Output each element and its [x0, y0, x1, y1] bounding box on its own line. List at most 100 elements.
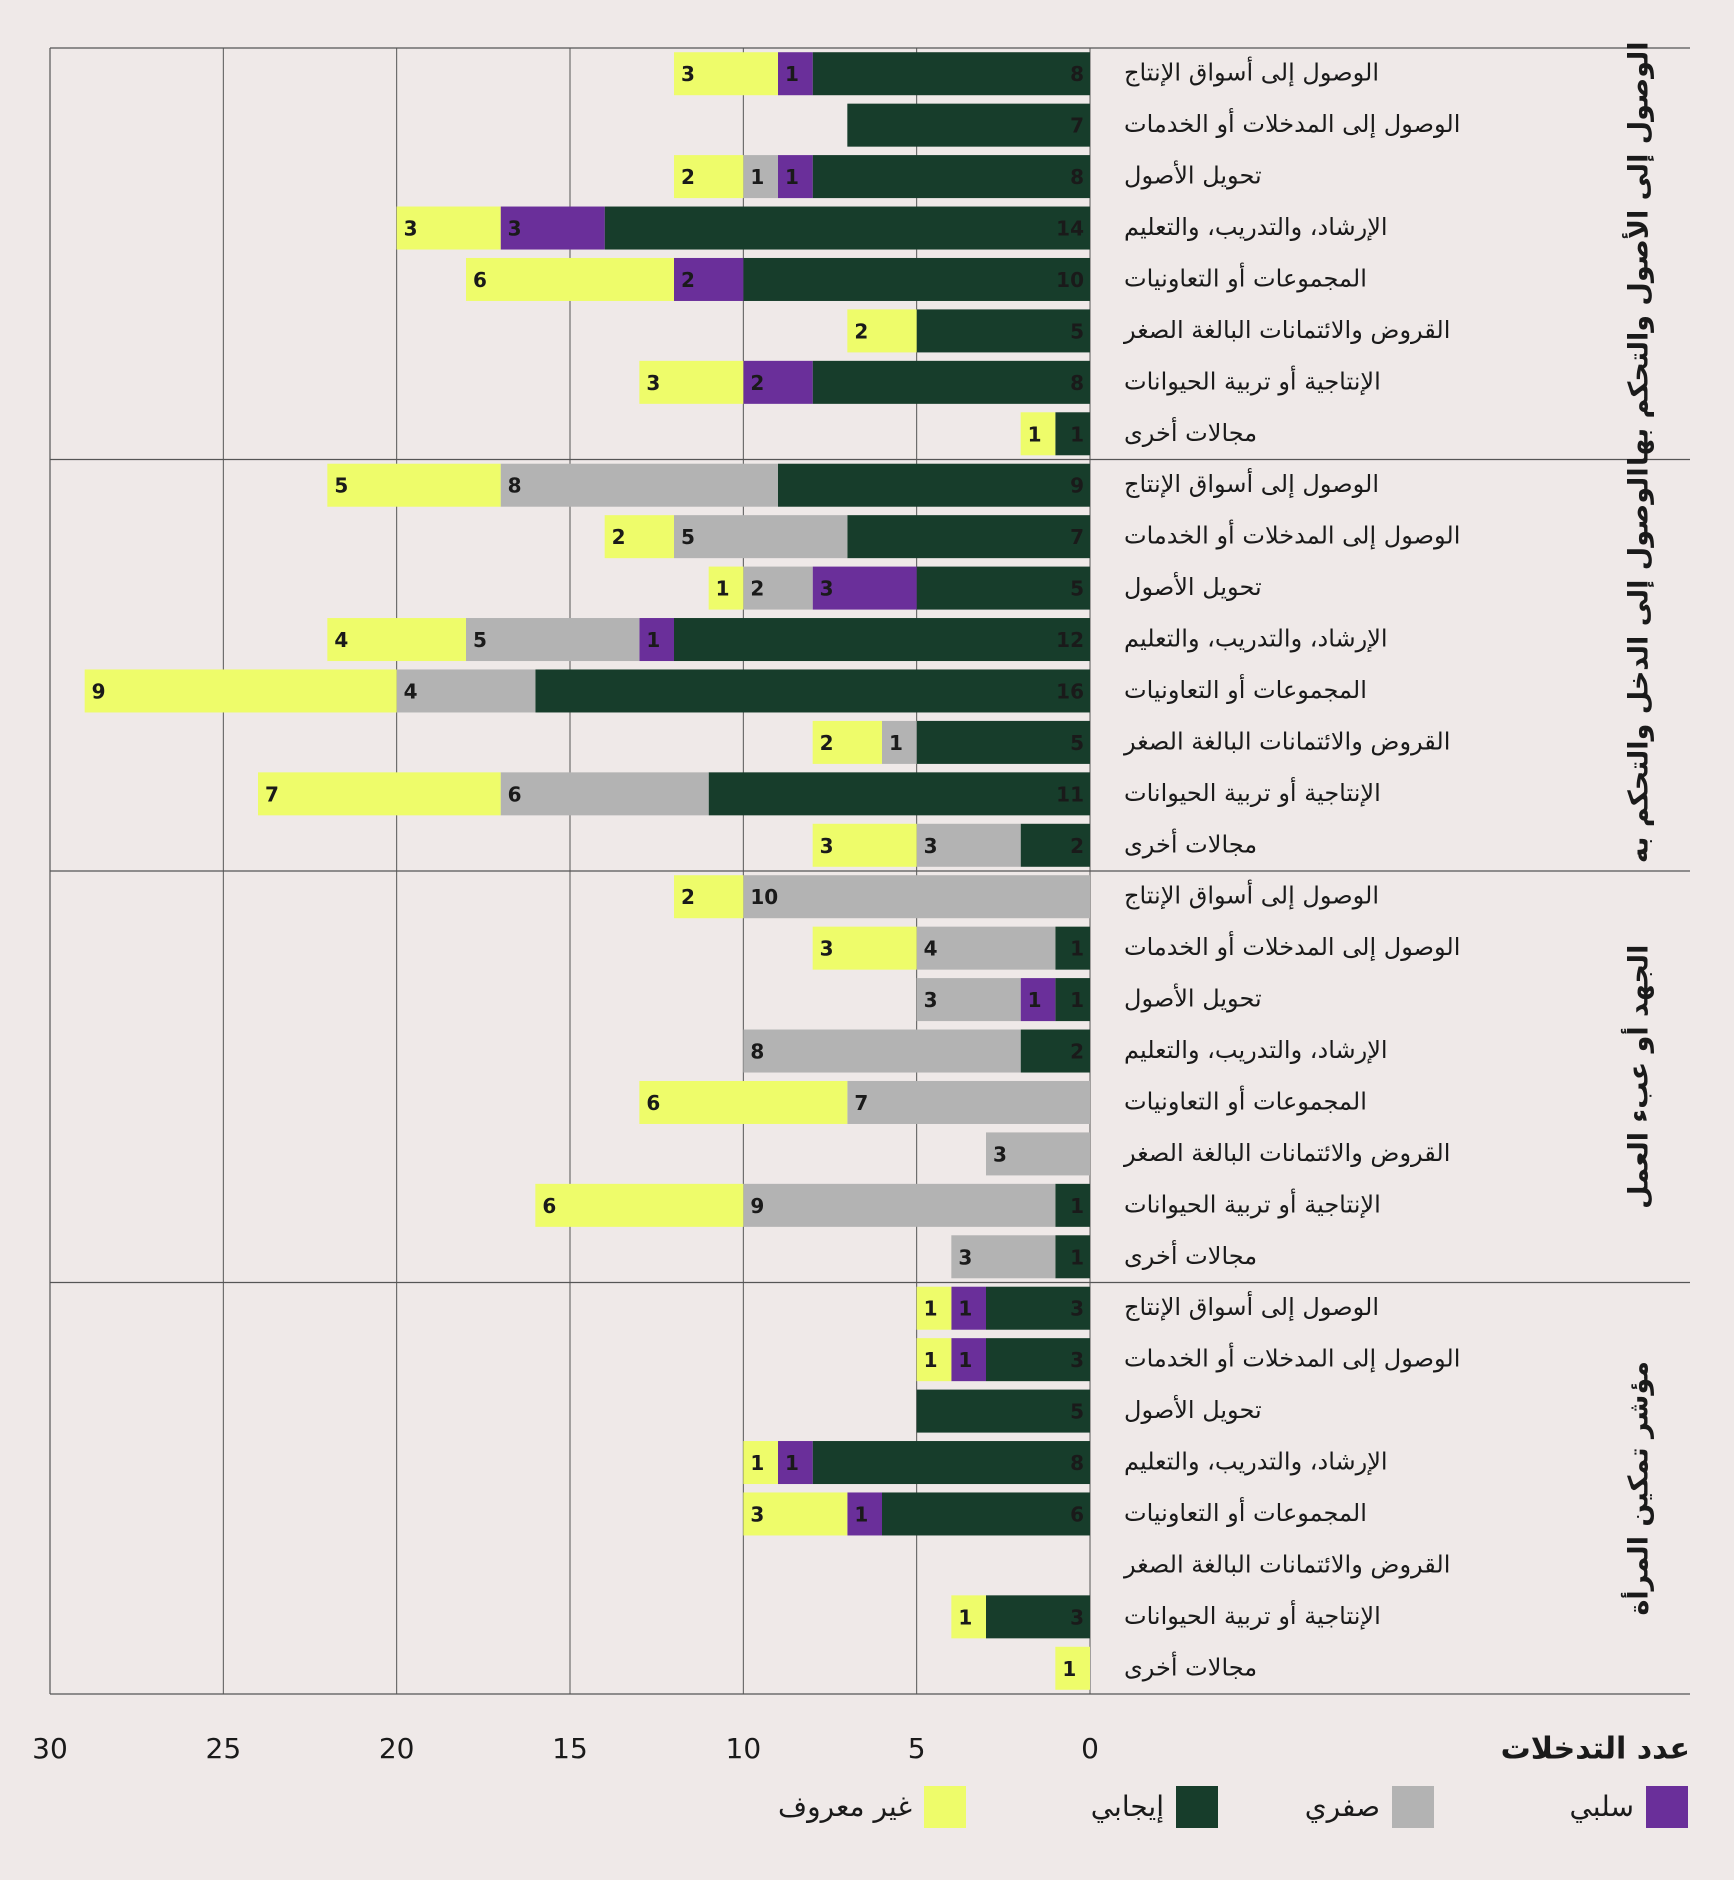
value-label: 6	[508, 782, 522, 806]
bar-segment	[674, 155, 744, 199]
bar-segment	[1020, 1029, 1090, 1073]
bar-segment	[1020, 978, 1056, 1022]
bar-segment	[1020, 823, 1090, 867]
value-label: 2	[820, 731, 834, 755]
legend-swatch	[1176, 1786, 1218, 1828]
value-label: 5	[1070, 319, 1084, 343]
category-label: مجالات أخرى	[1124, 1240, 1257, 1270]
value-label: 2	[681, 165, 695, 189]
value-label: 3	[1070, 1605, 1084, 1629]
category-label: الإنتاجية أو تربية الحيوانات	[1124, 1600, 1381, 1630]
value-label: 1	[1028, 988, 1042, 1012]
value-label: 7	[265, 782, 279, 806]
bar-segment	[812, 720, 882, 764]
category-label: المجموعات أو التعاونيات	[1124, 1497, 1367, 1527]
bar-segment	[916, 309, 1090, 353]
group-label: مؤشر تمكين المرأة	[1621, 1361, 1655, 1616]
x-tick-label: 20	[379, 1732, 415, 1765]
bar-segment	[639, 618, 674, 662]
bar-segment	[743, 566, 813, 610]
value-label: 1	[750, 1451, 764, 1475]
value-label: 5	[1070, 577, 1084, 601]
value-label: 1	[924, 1348, 938, 1372]
value-label: 1	[1070, 988, 1084, 1012]
value-label: 3	[750, 1502, 764, 1526]
category-label: المجموعات أو التعاونيات	[1124, 1085, 1367, 1115]
legend-swatch	[1392, 1786, 1434, 1828]
value-label: 2	[612, 525, 626, 549]
bar-segment	[327, 463, 501, 507]
category-label: القروض والائتمانات البالغة الصغر	[1123, 316, 1450, 344]
bar-segment	[743, 875, 1090, 919]
category-label: الوصول إلى المدخلات أو الخدمات	[1124, 1343, 1460, 1374]
value-label: 2	[681, 885, 695, 909]
value-label: 10	[750, 885, 778, 909]
bar-segment	[986, 1338, 1090, 1382]
legend-label: سلبي	[1569, 1790, 1634, 1823]
category-label: الإنتاجية أو تربية الحيوانات	[1124, 365, 1381, 395]
category-label: مجالات أخرى	[1124, 1651, 1257, 1681]
value-label: 9	[750, 1194, 764, 1218]
bar-segment	[743, 360, 813, 404]
bar-segment	[847, 103, 1090, 147]
value-label: 1	[1070, 1245, 1084, 1269]
category-label: الوصول إلى أسواق الإنتاج	[1124, 880, 1379, 911]
category-label: القروض والائتمانات البالغة الصغر	[1123, 1550, 1450, 1578]
category-label: تحويل الأصول	[1124, 161, 1262, 190]
value-label: 12	[1056, 628, 1084, 652]
value-label: 2	[854, 319, 868, 343]
value-label: 2	[681, 268, 695, 292]
bar-segment	[674, 618, 1090, 662]
bar-segment	[882, 1492, 1090, 1536]
category-label: المجموعات أو التعاونيات	[1124, 262, 1367, 292]
category-label: الوصول إلى أسواق الإنتاج	[1124, 1291, 1379, 1322]
value-label: 1	[1070, 422, 1084, 446]
bar-segment	[743, 257, 1090, 301]
x-tick-label: 25	[206, 1732, 242, 1765]
group-label: الجهد أو عبء العمل	[1621, 945, 1655, 1209]
category-label: الإرشاد، والتدريب، والتعليم	[1124, 1036, 1388, 1064]
bar-segment	[604, 515, 674, 559]
value-label: 1	[958, 1605, 972, 1629]
value-label: 3	[1070, 1348, 1084, 1372]
value-label: 6	[473, 268, 487, 292]
bar-segment	[986, 1595, 1090, 1639]
bar-segment	[743, 1441, 778, 1485]
value-label: 1	[785, 165, 799, 189]
legend-label: إيجابي	[1091, 1790, 1164, 1823]
bar-segment	[951, 1338, 986, 1382]
value-label: 3	[820, 577, 834, 601]
value-label: 3	[646, 371, 660, 395]
category-label: تحويل الأصول	[1124, 572, 1262, 601]
x-tick-label: 30	[32, 1732, 68, 1765]
x-tick-label: 0	[1081, 1732, 1099, 1765]
category-label: القروض والائتمانات البالغة الصغر	[1123, 727, 1450, 755]
value-label: 5	[1070, 731, 1084, 755]
bar-segment	[778, 155, 813, 199]
bar-segment	[847, 1492, 882, 1536]
bar-segment	[951, 1286, 986, 1330]
value-label: 3	[404, 217, 418, 241]
bar-segment	[396, 669, 536, 713]
category-label: الإنتاجية أو تربية الحيوانات	[1124, 777, 1381, 807]
value-label: 7	[1070, 525, 1084, 549]
value-label: 4	[404, 679, 418, 703]
bar-segment	[916, 978, 1021, 1022]
value-label: 3	[958, 1245, 972, 1269]
value-label: 8	[1070, 165, 1084, 189]
bar-segment	[916, 1286, 952, 1330]
value-label: 2	[750, 577, 764, 601]
bar-segment	[84, 669, 397, 713]
bar-segment	[812, 1441, 1090, 1485]
x-tick-label: 5	[908, 1732, 926, 1765]
bar-segment	[466, 618, 640, 662]
bar-segment	[500, 206, 605, 250]
x-tick-label: 10	[726, 1732, 762, 1765]
bar-segment	[327, 618, 466, 662]
category-label: المجموعات أو التعاونيات	[1124, 674, 1367, 704]
value-label: 1	[958, 1348, 972, 1372]
bar-segment	[847, 515, 1090, 559]
bar-segment	[674, 257, 744, 301]
bar-segment	[743, 1492, 848, 1536]
bar-segment	[916, 720, 1090, 764]
